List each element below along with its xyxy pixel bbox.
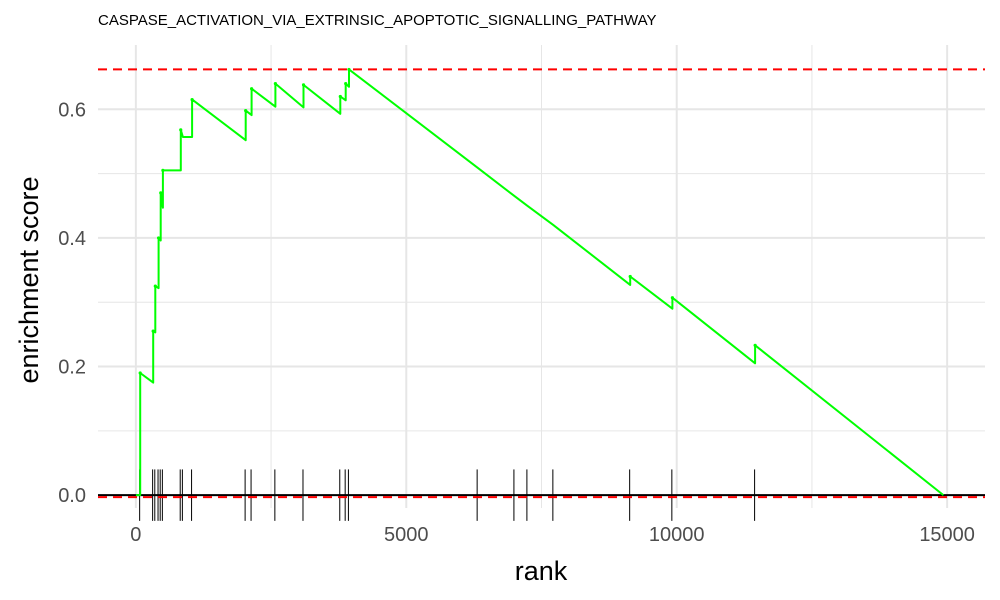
curve-point [151, 329, 155, 333]
chart-title: CASPASE_ACTIVATION_VIA_EXTRINSIC_APOPTOT… [98, 12, 657, 29]
tick-labels: 0 5000 10000 15000 0.0 0.2 0.4 0.6 [58, 99, 975, 546]
curve-point [670, 296, 674, 300]
curve-point [347, 67, 351, 72]
y-tick-label: 0.2 [58, 357, 86, 379]
curve-point [338, 94, 342, 99]
x-tick-label: 15000 [919, 524, 975, 546]
x-tick-label: 5000 [384, 524, 429, 546]
curve-point [244, 108, 248, 113]
x-tick-label: 10000 [649, 524, 705, 546]
curve-point [153, 284, 157, 288]
curve-point [156, 236, 161, 240]
x-tick-label: 0 [130, 524, 141, 546]
curve-point [273, 81, 277, 86]
y-tick-label: 0.0 [58, 485, 86, 507]
curve-point [159, 191, 163, 195]
curve-point [301, 83, 306, 87]
y-tick-label: 0.6 [58, 99, 86, 121]
curve-point [190, 98, 194, 102]
enrichment-curve-layer [135, 67, 945, 497]
curve-point [179, 128, 183, 132]
enrichment-curve [135, 68, 945, 497]
curve-point [138, 371, 142, 375]
curve-point [344, 81, 348, 86]
x-axis-title: rank [515, 556, 568, 586]
y-tick-label: 0.4 [58, 228, 86, 250]
curve-point [250, 87, 254, 91]
curve-point [628, 274, 632, 279]
grid-lines [98, 45, 985, 508]
reference-lines [98, 68, 985, 499]
curve-point [753, 343, 757, 347]
y-axis-title: enrichment score [14, 176, 44, 383]
curve-point [161, 168, 165, 172]
